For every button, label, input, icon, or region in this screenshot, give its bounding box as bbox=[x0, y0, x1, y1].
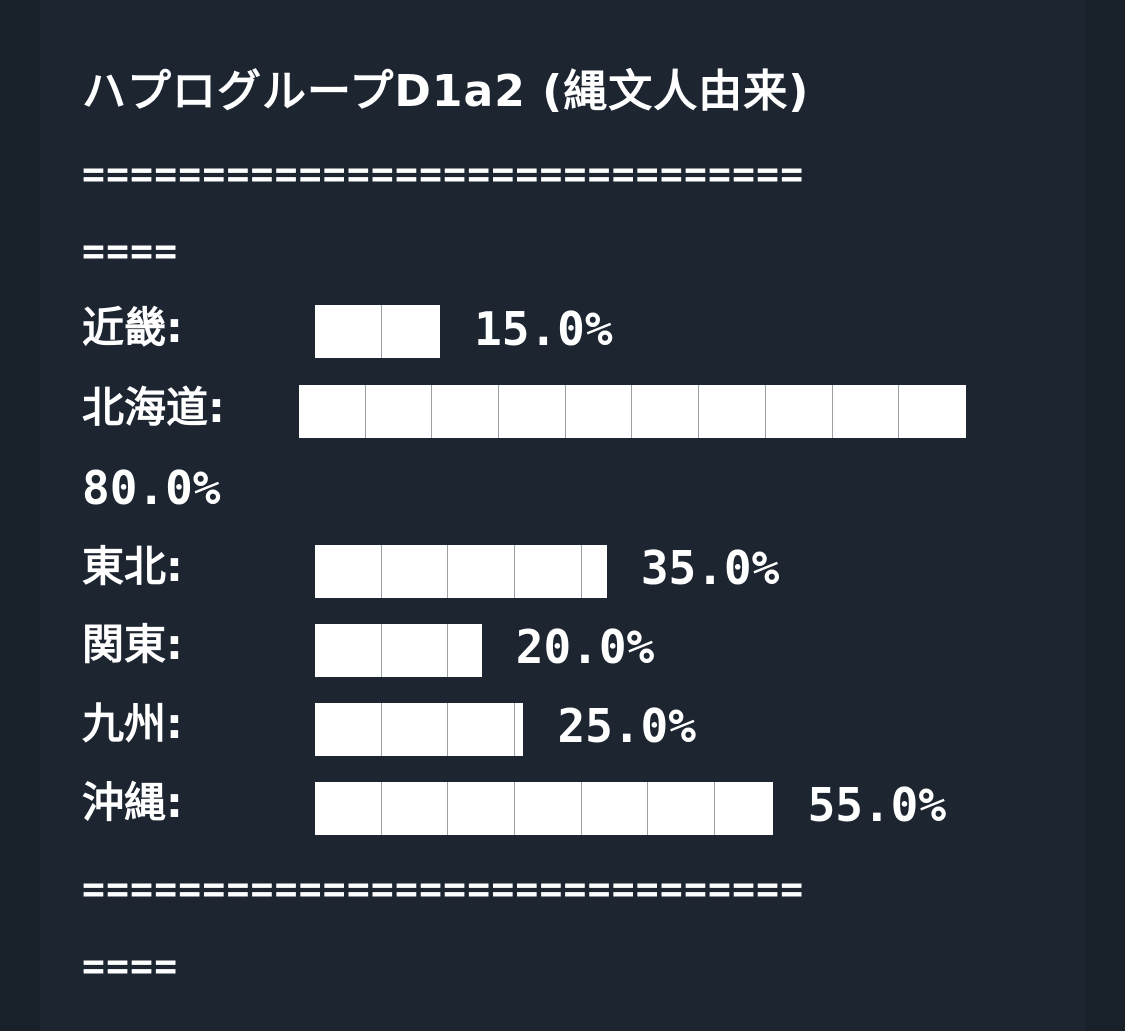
category-label: 九州: bbox=[82, 699, 183, 748]
left-gutter bbox=[0, 0, 40, 1031]
category-label: 近畿: bbox=[82, 303, 183, 352]
bar-segment bbox=[499, 385, 566, 438]
value-label: 55.0% bbox=[807, 778, 947, 832]
bar bbox=[315, 782, 774, 835]
bar-segment bbox=[515, 782, 582, 835]
bar-segment bbox=[365, 385, 433, 438]
bar-segment bbox=[832, 385, 900, 438]
bar bbox=[299, 385, 966, 438]
bar bbox=[315, 545, 607, 598]
bar-segment bbox=[448, 545, 516, 598]
bar-segment bbox=[448, 703, 516, 756]
bar-segment bbox=[315, 703, 382, 756]
bar-segment bbox=[381, 624, 449, 677]
bar bbox=[315, 624, 482, 677]
value-label: 35.0% bbox=[640, 541, 780, 595]
bar-segment bbox=[515, 703, 524, 756]
bar-segment bbox=[432, 385, 500, 438]
separator-top-line-1: ============================== bbox=[82, 152, 805, 196]
category-label: 沖縄: bbox=[82, 778, 183, 827]
bar-segment bbox=[315, 624, 382, 677]
bar bbox=[315, 703, 524, 756]
separator-top-line-2: ==== bbox=[82, 229, 179, 273]
bar-segment bbox=[315, 545, 382, 598]
bar-segment bbox=[381, 703, 449, 756]
bar-segment bbox=[765, 385, 833, 438]
bar-segment bbox=[581, 782, 649, 835]
bar-segment bbox=[632, 385, 700, 438]
separator-bottom-line-1: ============================== bbox=[82, 867, 805, 911]
bar-segment bbox=[448, 782, 516, 835]
category-label: 北海道: bbox=[82, 383, 225, 432]
bar-segment bbox=[648, 782, 716, 835]
value-label: 80.0% bbox=[82, 461, 221, 515]
bar-segment bbox=[315, 782, 382, 835]
category-label: 関東: bbox=[82, 620, 183, 669]
bar-segment bbox=[381, 782, 449, 835]
value-label: 15.0% bbox=[474, 302, 613, 356]
separator-bottom-line-2: ==== bbox=[82, 944, 179, 988]
bar-segment bbox=[381, 545, 449, 598]
bar-segment bbox=[581, 545, 607, 598]
right-gutter bbox=[1086, 0, 1125, 1031]
bar-segment bbox=[299, 385, 366, 438]
value-label: 20.0% bbox=[515, 620, 655, 674]
bar bbox=[315, 305, 441, 358]
bar-segment bbox=[315, 305, 382, 358]
category-label: 東北: bbox=[82, 542, 183, 591]
chart-title: ハプログループD1a2 (縄文人由来) bbox=[82, 66, 810, 117]
chart-panel bbox=[40, 0, 1086, 1031]
value-label: 25.0% bbox=[557, 699, 696, 753]
bar-segment bbox=[381, 305, 441, 358]
bar-segment bbox=[565, 385, 633, 438]
bar-segment bbox=[448, 624, 482, 677]
bar-segment bbox=[515, 545, 582, 598]
bar-segment bbox=[715, 782, 774, 835]
bar-segment bbox=[899, 385, 966, 438]
bar-segment bbox=[699, 385, 766, 438]
